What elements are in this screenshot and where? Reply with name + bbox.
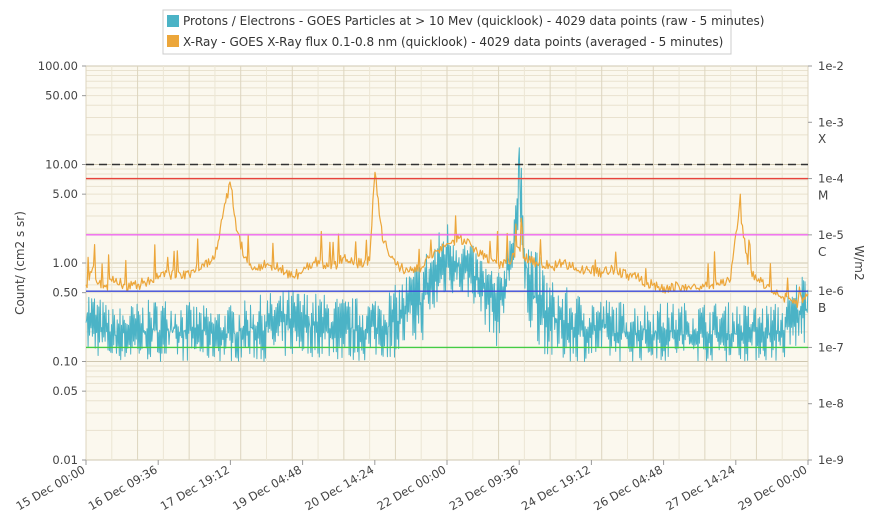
- left-tick-label-2: 10.00: [45, 158, 78, 172]
- left-axis-title: Count/ (cm2 s sr): [13, 211, 27, 315]
- flare-class-b: B: [818, 301, 826, 315]
- right-tick-label-0: 1e-2: [818, 59, 844, 73]
- flare-class-x: X: [818, 132, 826, 146]
- right-tick-label-3: 1e-5: [818, 228, 844, 242]
- legend-item-protons[interactable]: Protons / Electrons - GOES Particles at …: [167, 14, 764, 28]
- left-tick-label-3: 5.00: [52, 187, 78, 201]
- left-tick-label-7: 0.05: [52, 384, 78, 398]
- left-tick-label-4: 1.00: [52, 256, 78, 270]
- data-layer: [85, 147, 809, 362]
- right-tick-label-4: 1e-6: [818, 284, 844, 298]
- legend-label-xray: X-Ray - GOES X-Ray flux 0.1-0.8 nm (quic…: [183, 35, 723, 49]
- legend-label-protons: Protons / Electrons - GOES Particles at …: [183, 14, 764, 28]
- flare-class-labels: X M C B: [818, 132, 828, 315]
- right-tick-label-6: 1e-8: [818, 397, 844, 411]
- threshold-lines: [86, 163, 808, 349]
- left-tick-label-1: 50.00: [45, 89, 78, 103]
- left-axis-ticks: 100.00 50.00 10.00 5.00 1.00 0.50 0.10 0.05 0.01: [38, 59, 86, 467]
- right-tick-label-1: 1e-3: [818, 115, 844, 129]
- legend-item-xray[interactable]: X-Ray - GOES X-Ray flux 0.1-0.8 nm (quic…: [167, 35, 723, 49]
- legend: Protons / Electrons - GOES Particles at …: [162, 9, 764, 55]
- flare-class-c: C: [818, 245, 826, 259]
- flare-class-m: M: [818, 189, 828, 203]
- left-tick-label-5: 0.50: [52, 286, 78, 300]
- legend-swatch-xray: [167, 35, 179, 47]
- right-tick-label-2: 1e-4: [818, 172, 844, 186]
- right-axis-ticks: 1e-2 1e-3 1e-4 1e-5 1e-6 1e-7 1e-8 1e-9: [808, 59, 844, 467]
- right-tick-label-7: 1e-9: [818, 453, 844, 467]
- left-tick-label-0: 100.00: [38, 59, 78, 73]
- series-protons-line: [85, 147, 809, 362]
- legend-swatch-protons: [167, 15, 179, 27]
- left-tick-label-6: 0.10: [52, 355, 78, 369]
- right-axis-title: W/m2: [852, 245, 866, 280]
- right-tick-label-5: 1e-7: [818, 340, 844, 354]
- left-tick-label-8: 0.01: [52, 453, 78, 467]
- series-xray-line: [85, 171, 809, 308]
